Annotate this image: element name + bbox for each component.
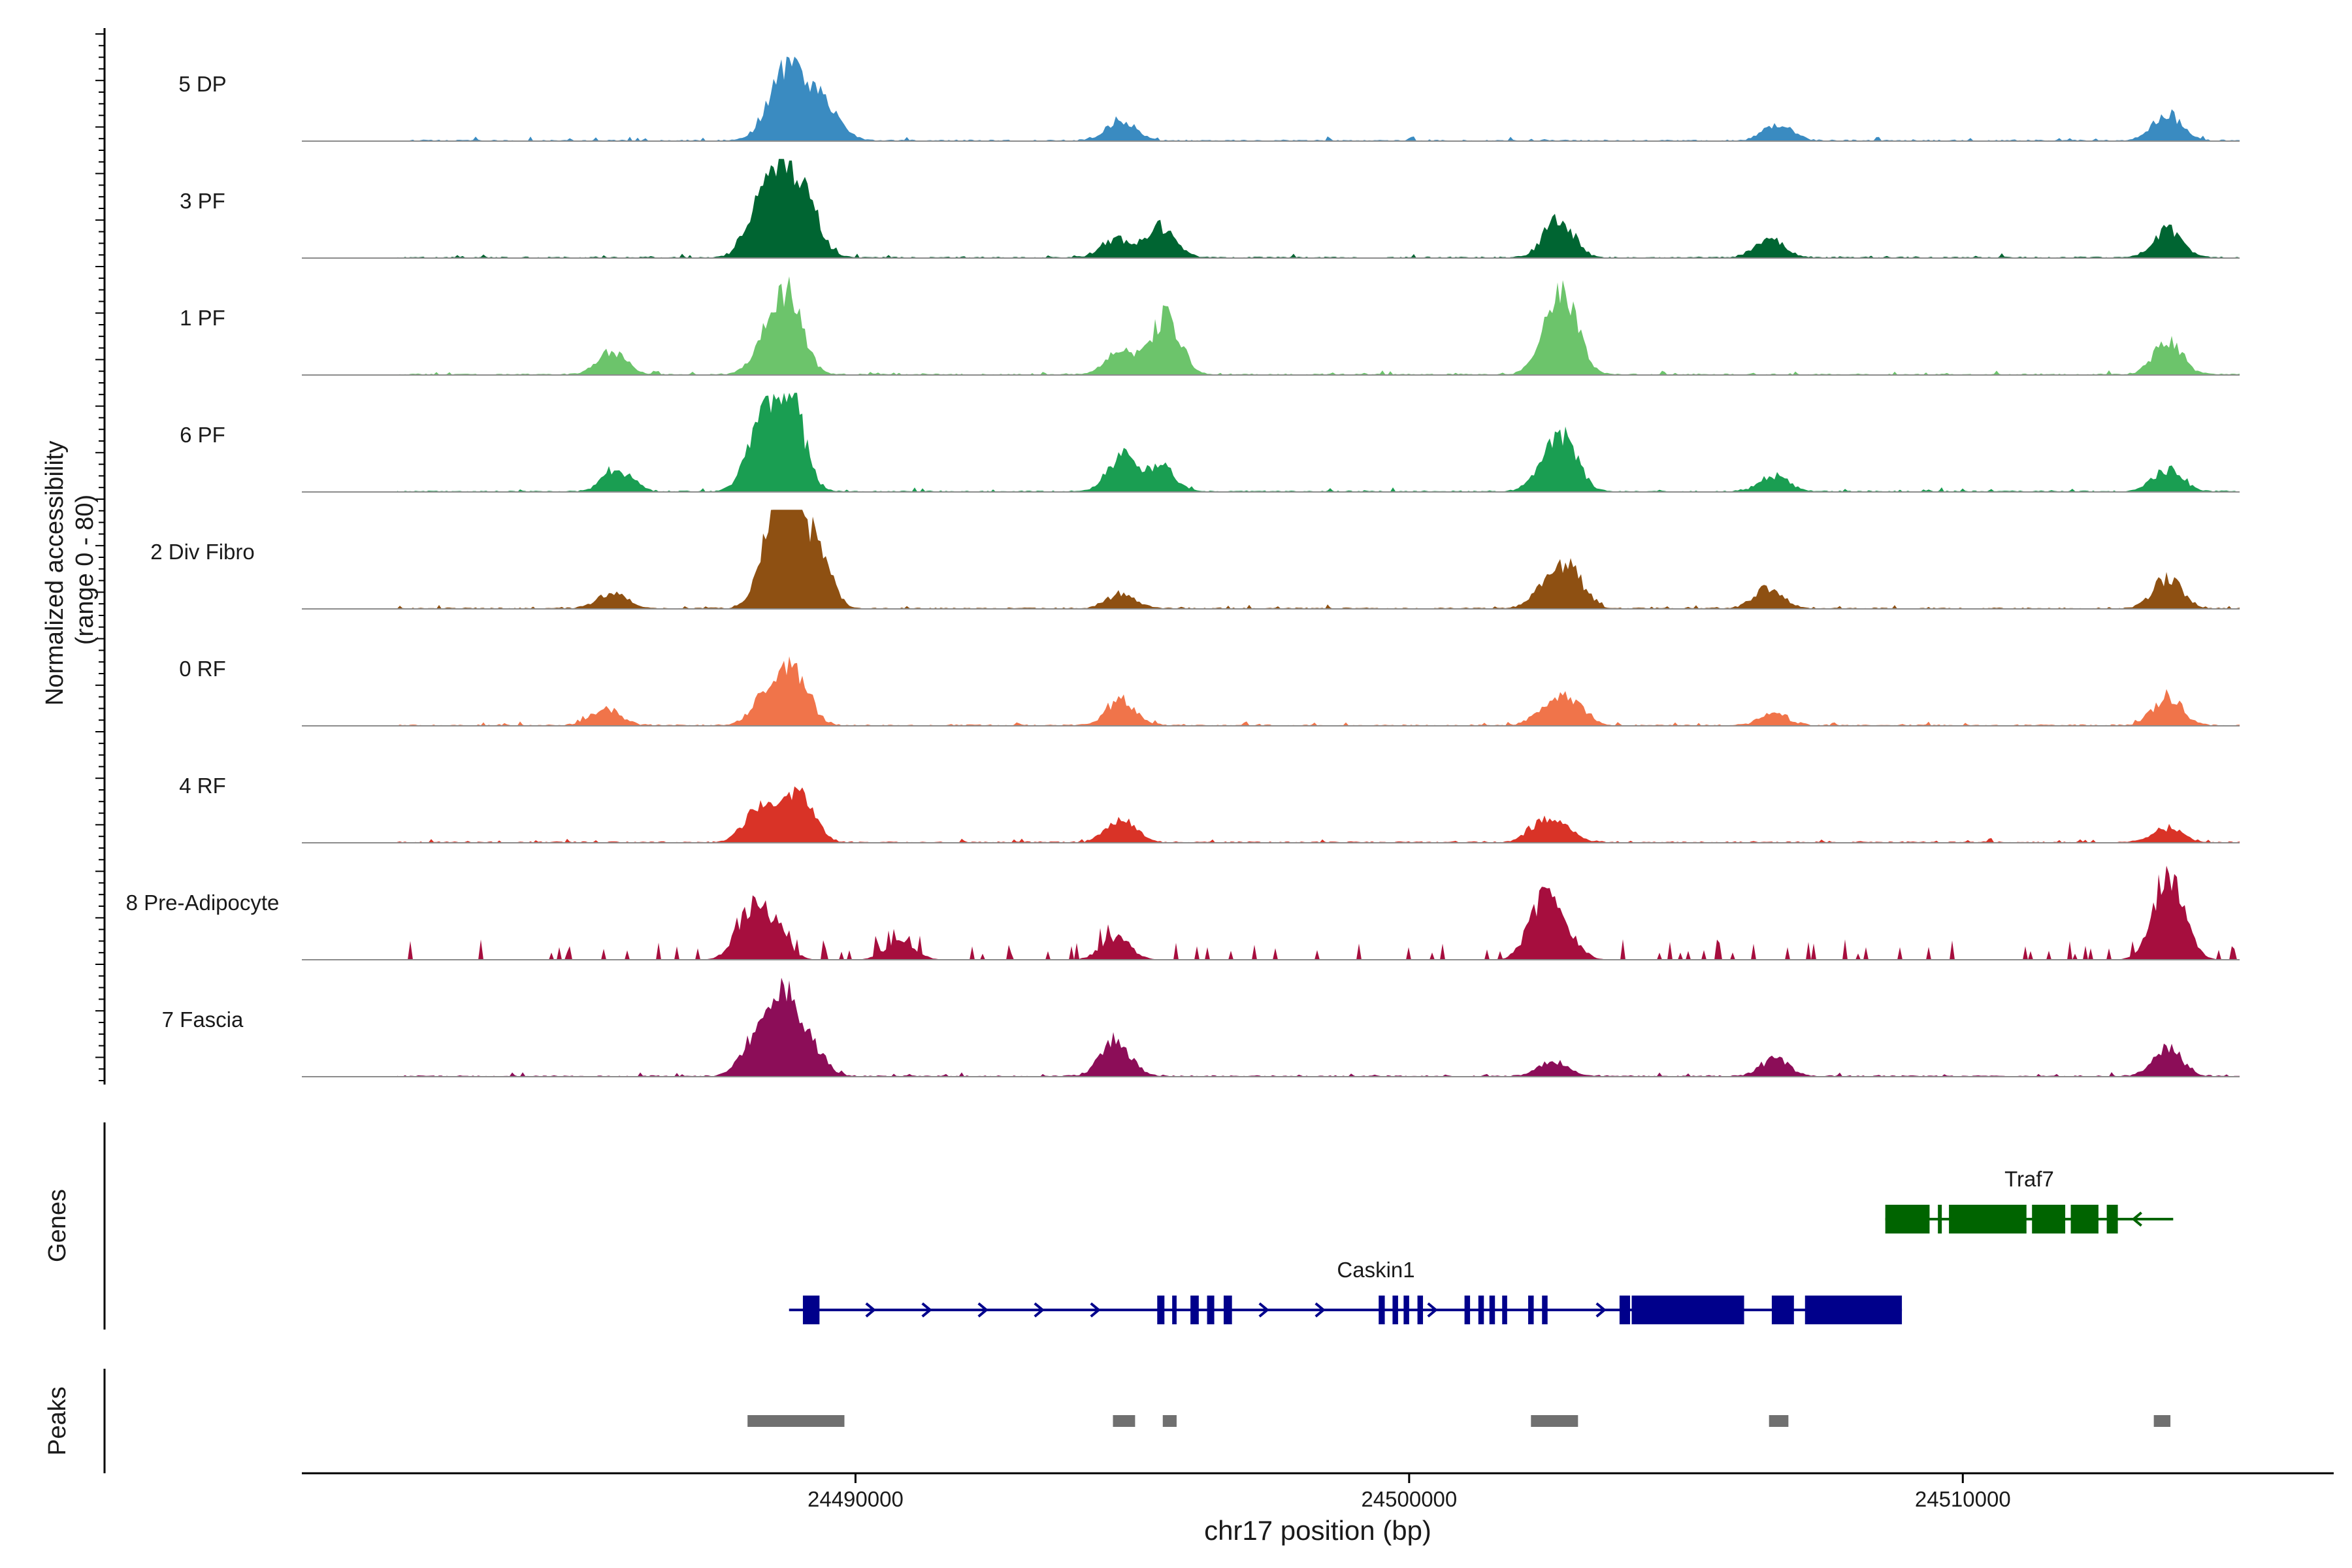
y-axis-tracks: Normalized accessibility (range 0 - 80)	[41, 28, 106, 1085]
track-label: 4 RF	[179, 774, 226, 798]
coverage-area	[397, 866, 2240, 960]
track-label: 5 DP	[178, 72, 226, 96]
gene-exon	[1542, 1296, 1548, 1324]
gene-exon	[802, 1296, 820, 1324]
gene-exon	[1190, 1296, 1199, 1324]
track-8-pre-adipocyte: 8 Pre-Adipocyte	[126, 866, 2240, 960]
track-7-fascia: 7 Fascia	[162, 977, 2240, 1077]
x-tick-label: 24500000	[1361, 1487, 1457, 1511]
y-axis-label-line2: (range 0 - 80)	[71, 495, 99, 645]
track-3-pf: 3 PF	[180, 159, 2240, 259]
gene-traf7: Traf7	[1885, 1167, 2174, 1233]
track-2-div-fibro: 2 Div Fibro	[150, 510, 2240, 610]
coverage-area	[397, 56, 2240, 141]
peaks-axis: Peaks	[44, 1369, 106, 1473]
gene-label: Traf7	[2004, 1167, 2054, 1191]
peak-region	[1162, 1415, 1177, 1427]
coverage-area	[397, 393, 2240, 492]
track-label: 3 PF	[180, 189, 225, 213]
x-tick-label: 24490000	[808, 1487, 904, 1511]
x-axis: 24490000 24500000 24510000 chr17 position …	[302, 1472, 2334, 1546]
gene-annotation-panel: Traf7 Caskin1	[789, 1167, 2174, 1324]
gene-exon	[1379, 1296, 1385, 1324]
coverage-area	[397, 977, 2240, 1077]
coverage-area	[397, 786, 2240, 843]
track-label: 0 RF	[179, 657, 226, 681]
gene-exon	[1489, 1296, 1495, 1324]
x-tick-label: 24510000	[1915, 1487, 2011, 1511]
coverage-area	[397, 276, 2240, 375]
peak-region	[1113, 1415, 1135, 1427]
gene-exon	[1805, 1296, 1903, 1324]
peak-region	[1531, 1415, 1578, 1427]
peak-region	[2153, 1415, 2171, 1427]
track-5-dp: 5 DP	[178, 56, 2240, 142]
strand-arrow	[1034, 1302, 1045, 1318]
track-4-rf: 4 RF	[179, 774, 2240, 843]
strand-arrow	[977, 1302, 988, 1318]
y-axis-label-line1: Normalized accessibility	[41, 441, 69, 706]
gene-exon	[2032, 1205, 2066, 1233]
peak-region-panel	[747, 1415, 2171, 1427]
track-1-pf: 1 PF	[180, 276, 2240, 376]
track-label: 1 PF	[180, 306, 225, 330]
gene-exon	[2106, 1205, 2118, 1233]
gene-label: Caskin1	[1337, 1258, 1414, 1282]
genes-axis-label: Genes	[44, 1189, 71, 1262]
gene-exon	[1417, 1296, 1424, 1324]
strand-arrow	[865, 1302, 876, 1318]
gene-exon	[1949, 1205, 2027, 1233]
gene-exon	[1619, 1296, 1630, 1324]
coverage-area	[397, 656, 2240, 726]
gene-exon	[1771, 1296, 1794, 1324]
strand-arrow	[1315, 1302, 1326, 1318]
x-axis-ticks: 24490000 24500000 24510000	[808, 1473, 2011, 1511]
gene-caskin1: Caskin1	[789, 1258, 1903, 1324]
gene-exon	[1478, 1296, 1484, 1324]
gene-exon	[1172, 1296, 1177, 1324]
track-label: 6 PF	[180, 423, 225, 447]
gene-exon	[1223, 1296, 1232, 1324]
gene-exon	[1464, 1296, 1471, 1324]
peaks-axis-label: Peaks	[44, 1386, 71, 1456]
coverage-area	[397, 510, 2240, 609]
x-axis-label: chr17 position (bp)	[1204, 1515, 1431, 1546]
gene-exon	[1392, 1296, 1398, 1324]
strand-arrow	[1258, 1302, 1269, 1318]
y-axis-label: Normalized accessibility (range 0 - 80)	[41, 434, 99, 706]
gene-exon	[1938, 1205, 1942, 1233]
strand-arrow	[1090, 1302, 1101, 1318]
strand-arrow	[1427, 1302, 1438, 1318]
gene-exon	[1528, 1296, 1534, 1324]
gene-exon	[1157, 1296, 1165, 1324]
strand-arrow	[2131, 1211, 2142, 1227]
coverage-area	[397, 159, 2240, 258]
track-label: 7 Fascia	[162, 1007, 244, 1032]
strand-arrow	[1595, 1302, 1607, 1318]
gene-exon	[1207, 1296, 1215, 1324]
track-label: 2 Div Fibro	[150, 540, 255, 564]
gene-exon	[2070, 1205, 2099, 1233]
track-0-rf: 0 RF	[179, 656, 2240, 727]
peak-region	[1769, 1415, 1789, 1427]
strand-arrow	[921, 1302, 932, 1318]
gene-exon	[1502, 1296, 1507, 1324]
gene-exon	[1885, 1205, 1930, 1233]
coverage-tracks: 5 DP 3 PF 1 PF 6 PF 2 Div Fibro 0 RF 4 RF 8 Pre…	[126, 56, 2240, 1077]
track-6-pf: 6 PF	[180, 393, 2240, 493]
y-axis-ticks	[95, 33, 105, 1081]
gene-exon	[1631, 1296, 1744, 1324]
gene-exon	[1403, 1296, 1409, 1324]
genes-axis: Genes	[44, 1122, 106, 1330]
peak-region	[747, 1415, 845, 1427]
track-label: 8 Pre-Adipocyte	[126, 890, 280, 915]
